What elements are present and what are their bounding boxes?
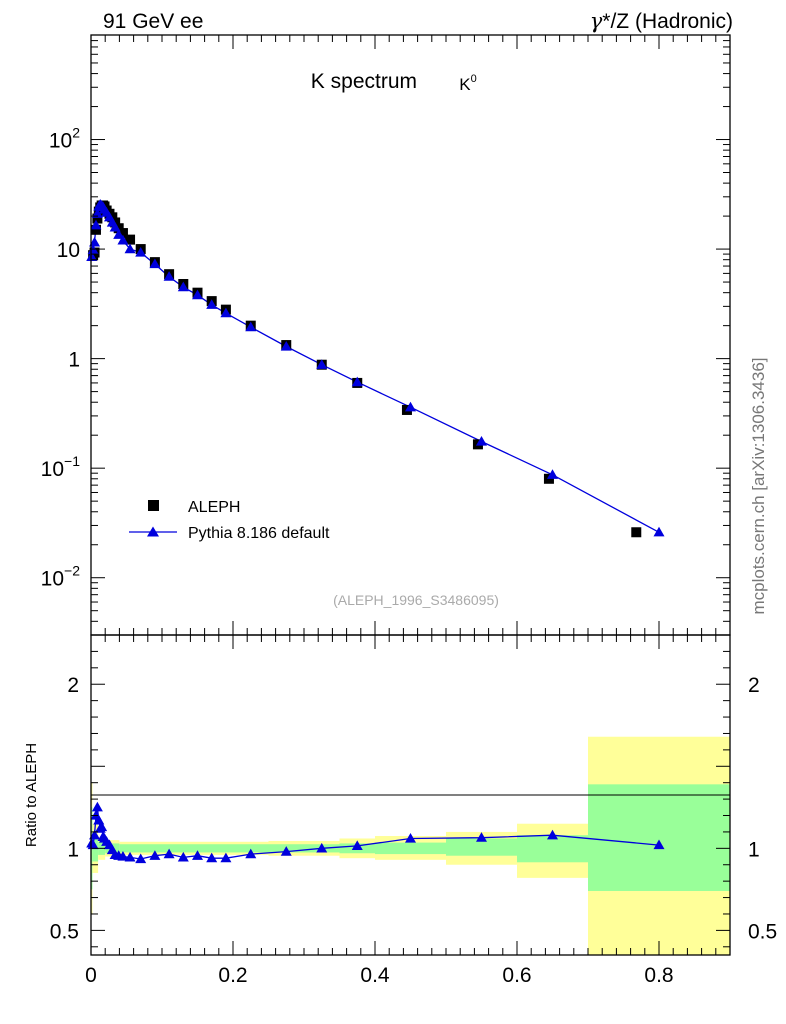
legend-label-pythia: Pythia 8.186 default [188,525,330,542]
pythia-point [206,299,218,309]
main-panel-frame [90,34,731,636]
pythia-point [280,341,292,351]
aleph-point [92,213,103,224]
chart-title-particle: K0 [459,73,476,94]
ratio-point [135,853,147,864]
x-tick-label: 0.2 [218,964,247,987]
ratio-ytick-label-left: 2 [67,674,79,697]
main-ytick-label: 1 [68,349,80,372]
main-ytick-label: 102 [49,125,80,153]
ratio-point [163,848,175,859]
pythia-point [177,281,189,292]
main-ytick-label: 10−2 [41,563,81,591]
pythia-point [90,219,102,230]
ratio-band-inner [233,844,269,853]
pythia-point [109,221,121,232]
aleph-point [631,527,642,538]
ratio-point [351,840,363,850]
aleph-point [90,224,101,235]
ratio-point [220,852,232,863]
pythia-line [91,203,660,533]
aleph-point [125,234,136,245]
header-left: 91 GeV ee [103,10,203,33]
ratio-ytick-label-right: 0.5 [748,920,777,943]
ratio-band-inner [446,838,517,856]
x-tick-label: 0.8 [644,964,673,987]
ratio-point [89,829,101,840]
ratio-point [124,851,136,862]
pythia-point [245,321,257,332]
ratio-point [547,829,558,840]
legend-marker-aleph [148,500,159,511]
pythia-point [547,469,558,479]
legend: ALEPH Pythia 8.186 default [129,499,330,542]
ratio-ytick-label-left: 1 [67,838,79,861]
pythia-point [86,251,98,261]
pythia-point [476,436,487,446]
ratio-band-inner [588,784,730,891]
legend-marker-pythia [147,526,159,537]
ratio-point [149,850,161,860]
ratio-band-inner [375,842,446,855]
main-ytick-label: 10−1 [41,453,81,481]
pythia-point [117,234,129,245]
ratio-point [316,842,328,853]
main-ytick-label: 10 [57,239,80,262]
x-tick-label: 0.6 [502,964,531,987]
pythia-point [89,236,101,247]
ratio-ytick-label-left: 0.5 [50,920,79,943]
ratio-point [476,832,487,842]
chart-title: K spectrum [311,70,417,93]
ratio-point [653,839,665,850]
ratio-point [280,846,292,856]
pythia-point [405,401,416,412]
side-label: mcplots.cern.ch [arXiv:1306.3436] [749,357,768,614]
ratio-band-inner [517,835,588,863]
ratio-point [405,832,416,843]
ratio-point [177,851,189,862]
pythia-point [91,208,103,218]
x-tick-label: 0 [85,964,97,987]
ratio-band-inner [119,844,233,853]
ratio-panel-frame [90,634,731,956]
pythia-point [113,229,125,239]
ratio-ytick-label-right: 2 [748,674,760,697]
pythia-point [149,258,161,269]
ratio-ylabel: Ratio to ALEPH [23,743,40,847]
header-right: γ*/Z (Hadronic) [590,9,733,33]
legend-label-aleph: ALEPH [188,499,240,516]
pythia-point [316,359,328,369]
pythia-point [135,247,147,257]
ratio-ytick-label-right: 1 [748,838,760,861]
ratio-point [96,821,108,832]
ratio-point [206,852,218,863]
pythia-point [351,376,363,387]
ratio-point [91,801,103,812]
pythia-point [220,307,232,318]
ratio-point [245,848,257,859]
analysis-label: (ALEPH_1996_S3486095) [333,592,499,608]
pythia-point [653,526,665,537]
pythia-point [163,271,175,281]
ratio-point [117,851,129,861]
pythia-point [124,243,136,254]
x-tick-label: 0.4 [360,964,390,987]
aleph-point [117,228,128,239]
pythia-point [192,289,203,300]
ratio-point [192,850,203,860]
